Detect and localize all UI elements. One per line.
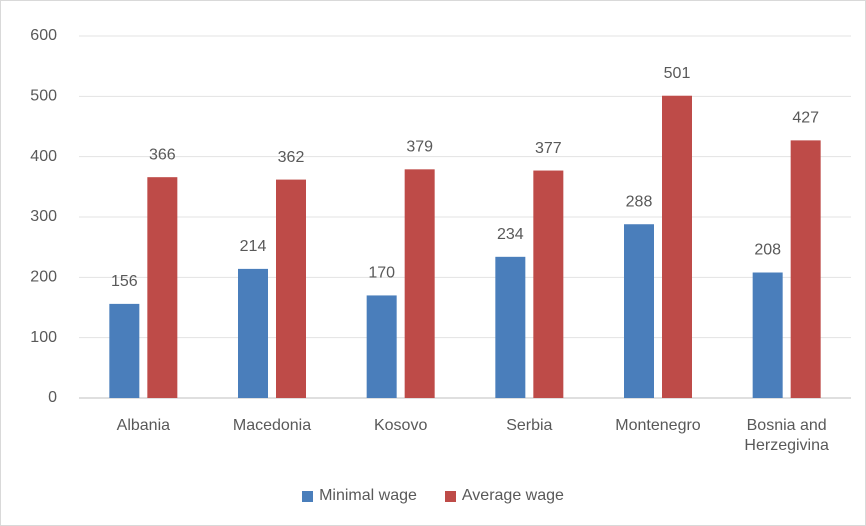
x-tick-label: Macedonia xyxy=(232,417,312,434)
y-tick-label: 500 xyxy=(30,88,57,105)
data-label: 156 xyxy=(111,273,138,290)
legend-label: Average wage xyxy=(461,487,564,504)
data-label: 214 xyxy=(240,238,267,255)
data-label: 501 xyxy=(664,65,691,82)
data-label: 288 xyxy=(626,193,653,210)
bar xyxy=(662,95,692,398)
bar xyxy=(495,256,526,398)
y-tick-label: 600 xyxy=(30,27,57,44)
y-tick-label: 100 xyxy=(30,329,57,346)
legend-item: Minimal wage xyxy=(302,487,417,505)
x-tick-label: Albania xyxy=(116,417,171,434)
x-tick-label: Montenegro xyxy=(615,417,701,434)
bar xyxy=(276,179,306,398)
bar xyxy=(533,170,564,398)
data-label: 208 xyxy=(754,242,781,259)
y-tick-label: 0 xyxy=(48,389,57,406)
data-label: 366 xyxy=(149,146,176,163)
data-label: 170 xyxy=(368,265,395,282)
legend: Minimal wage Average wage xyxy=(1,487,865,505)
x-tick-label: Serbia xyxy=(506,417,553,434)
data-label: 234 xyxy=(497,226,524,243)
y-tick-label: 200 xyxy=(30,269,57,286)
y-tick-label: 300 xyxy=(30,208,57,225)
bar xyxy=(109,303,140,398)
legend-item: Average wage xyxy=(444,487,564,505)
x-tick-label: Kosovo xyxy=(373,417,428,434)
bar xyxy=(752,272,783,398)
bar xyxy=(624,224,654,398)
data-label: 379 xyxy=(406,139,433,156)
data-label: 362 xyxy=(278,149,305,166)
bar xyxy=(238,268,268,398)
legend-swatch xyxy=(302,490,314,502)
y-tick-label: 400 xyxy=(30,148,57,165)
legend-swatch xyxy=(444,490,456,502)
x-tick-label: Bosnia and Herzegivina xyxy=(744,417,829,454)
bar xyxy=(366,295,397,398)
bar xyxy=(404,169,435,398)
bar xyxy=(790,140,821,399)
data-label: 377 xyxy=(535,140,562,157)
data-label: 427 xyxy=(792,110,819,127)
legend-label: Minimal wage xyxy=(319,487,417,504)
bar xyxy=(147,177,178,398)
